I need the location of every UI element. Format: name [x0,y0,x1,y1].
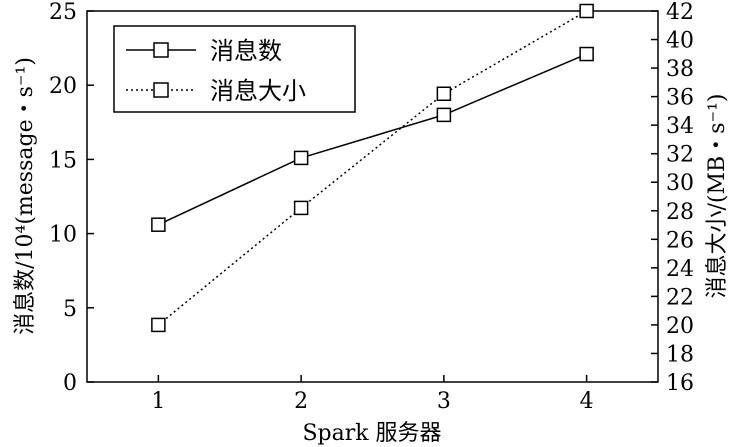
left-y-tick-label: 15 [49,148,77,173]
right-y-tick-label: 42 [666,0,694,25]
series-line-0 [158,53,587,226]
series-line-1 [157,10,588,326]
right-y-tick-label: 28 [666,200,694,225]
left-y-tick-label: 5 [63,297,77,322]
right-y-tick-label: 32 [666,143,694,168]
plot-frame [86,10,659,383]
right-y-tick-label: 16 [666,371,694,396]
left-y-tick-label: 25 [49,0,77,25]
series-0-point [293,150,309,166]
right-y-tick-label: 38 [666,57,694,82]
x-tick-label: 4 [580,389,594,414]
series-layer [151,3,594,333]
left-y-axis: 0 5 10 15 20 25 [49,0,94,396]
legend-label-series-1: 消息大小 [210,77,306,105]
left-y-tick-label: 0 [63,371,77,396]
left-y-axis-title: 消息数/10⁴(message・s⁻¹) [13,57,38,335]
right-y-axis-title: 消息大小/(MB・s⁻¹) [705,94,730,299]
right-y-tick-label: 18 [666,342,694,367]
right-y-tick-label: 24 [666,257,694,282]
series-1-point [436,86,452,102]
legend-marker-series-1 [153,82,169,98]
left-y-tick-label: 20 [49,74,77,99]
right-y-axis: 16 18 20 22 24 26 28 30 32 34 36 38 40 42 [651,0,694,396]
legend: 消息数 消息大小 [113,25,356,113]
right-y-tick-label: 30 [666,171,694,196]
right-y-tick-label: 40 [666,29,694,54]
series-1-point [151,317,166,333]
x-tick-label: 2 [294,389,308,414]
x-axis: 1 2 3 4 [151,375,594,414]
series-1-point [579,3,594,19]
legend-marker-series-0 [153,42,169,58]
right-y-tick-label: 26 [666,228,694,253]
left-y-tick-label: 10 [49,223,77,248]
legend-label-series-0: 消息数 [210,37,282,65]
x-tick-label: 3 [437,389,451,414]
x-tick-label: 1 [151,389,165,414]
x-axis-title: Spark 服务器 [302,421,441,446]
right-y-tick-label: 20 [666,314,694,339]
series-0-point [579,46,594,62]
series-0-point [151,217,166,232]
right-y-tick-label: 22 [666,285,694,310]
series-0-point [436,107,452,123]
right-y-tick-label: 34 [666,114,694,139]
series-1-point [293,200,309,216]
right-y-tick-label: 36 [666,86,694,111]
